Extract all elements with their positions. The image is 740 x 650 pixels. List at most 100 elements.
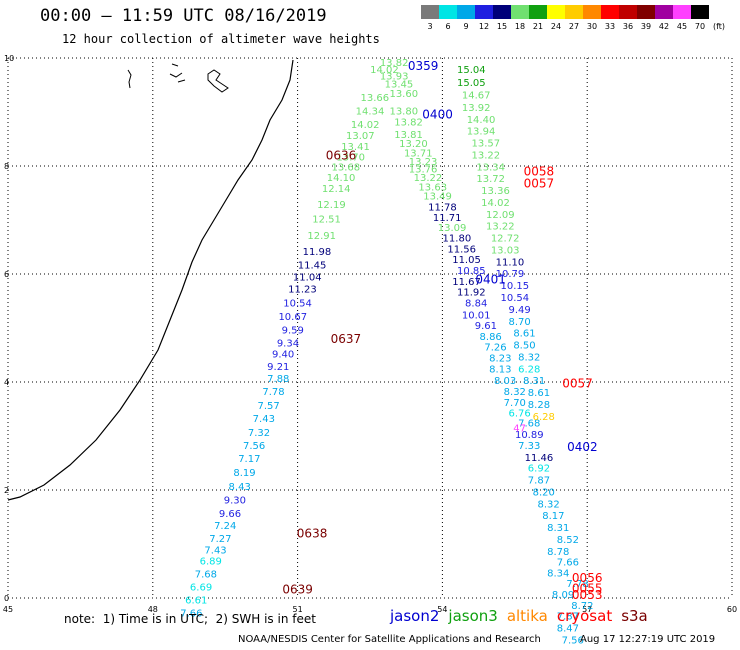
- obs-18: 14.10: [327, 173, 356, 184]
- obs-66: 9.30: [224, 496, 246, 507]
- scale-swatch-30: [583, 5, 601, 19]
- obs-35: 11.56: [447, 244, 476, 255]
- obs-81: 8.32: [537, 499, 559, 510]
- obs-105: 13.72: [476, 174, 505, 185]
- obs-34: 11.23: [288, 284, 317, 295]
- obs-26: 12.91: [307, 231, 336, 242]
- scale-label-36: 36: [622, 22, 634, 31]
- scale-label-9: 9: [463, 22, 469, 31]
- obs-73: 11.46: [525, 453, 554, 464]
- scale-label-24: 24: [550, 22, 562, 31]
- obs-61: 8.32: [504, 387, 526, 398]
- obs-111: 13.03: [491, 245, 520, 256]
- pass-s3a-4: 0636: [326, 149, 357, 163]
- obs-37: 11.05: [452, 255, 481, 266]
- lon-tick-54: 54: [437, 605, 447, 614]
- obs-16: 13.68: [332, 162, 361, 173]
- timestamp: Aug 17 12:27:19 UTC 2019: [580, 634, 716, 645]
- pass-cryosat-10: 0057: [562, 376, 593, 390]
- obs-52: 7.57: [258, 401, 280, 412]
- obs-59: 8.03: [494, 376, 516, 387]
- obs-33: 11.80: [443, 234, 472, 245]
- obs-93: 7.87: [557, 612, 579, 623]
- island-2: [169, 63, 186, 83]
- obs-57: 8.13: [489, 364, 511, 375]
- obs-42: 9.34: [277, 338, 299, 349]
- obs-50: 7.78: [262, 387, 284, 398]
- pass-cryosat-12: 0055: [572, 582, 603, 596]
- legend-cryosat: cryosat: [556, 607, 613, 625]
- pass-cryosat-13: 0053: [572, 588, 603, 602]
- pass-s3a-6: 0638: [297, 527, 328, 541]
- lon-tick-48: 48: [148, 605, 158, 614]
- obs-74: 7.43: [204, 546, 226, 557]
- obs-55: 8.23: [489, 353, 511, 364]
- obs-107: 14.02: [481, 198, 510, 209]
- obs-118: 8.61: [513, 329, 535, 340]
- obs-32: 11.04: [293, 272, 322, 283]
- obs-46: 9.21: [267, 362, 289, 373]
- obs-60: 7.17: [238, 454, 260, 465]
- obs-53: 7.26: [484, 343, 506, 354]
- scale-label-6: 6: [445, 22, 451, 31]
- obs-124: 8.28: [528, 400, 550, 411]
- obs-123: 8.61: [528, 388, 550, 399]
- scale-label-45: 45: [676, 22, 688, 31]
- obs-22: 12.19: [317, 200, 346, 211]
- obs-82: 6.61: [185, 595, 207, 606]
- lon-tick-45: 45: [3, 605, 13, 614]
- scale-swatch-24: [547, 5, 565, 19]
- lat-tick-6: 6: [4, 270, 9, 279]
- obs-19: 13.76: [409, 164, 438, 175]
- obs-43: 11.92: [457, 288, 486, 299]
- obs-8: 14.02: [351, 120, 380, 131]
- obs-88: 7.66: [557, 558, 579, 569]
- scale-swatch-18: [511, 5, 529, 19]
- obs-75: 6.92: [528, 464, 550, 475]
- obs-120: 8.32: [518, 352, 540, 363]
- obs-125: 6.28: [533, 412, 555, 423]
- scale-swatch-6: [439, 5, 457, 19]
- obs-86: 8.52: [557, 535, 579, 546]
- satellite-legend: jason2 jason3 altika cryosat s3a: [390, 607, 657, 625]
- obs-21: 13.22: [414, 173, 443, 184]
- scale-swatch-15: [493, 5, 511, 19]
- scale-label-21: 21: [532, 22, 544, 31]
- obs-117: 8.70: [508, 317, 530, 328]
- obs-29: 11.71: [433, 213, 462, 224]
- obs-80: 6.69: [190, 582, 212, 593]
- obs-115: 10.54: [500, 293, 529, 304]
- obs-48: 7.88: [267, 374, 289, 385]
- obs-110: 12.72: [491, 234, 520, 245]
- obs-91: 8.09: [552, 590, 574, 601]
- obs-113: 10.79: [496, 269, 525, 280]
- pass-jason2-2: 0401: [475, 273, 506, 287]
- obs-72: 7.27: [209, 534, 231, 545]
- obs-1: 14.02: [370, 65, 399, 76]
- obs-13: 13.20: [399, 139, 428, 150]
- obs-62: 8.19: [233, 468, 255, 479]
- obs-101: 13.94: [467, 127, 496, 138]
- obs-36: 10.54: [283, 298, 312, 309]
- obs-65: 6.76: [508, 409, 530, 420]
- scale-label-15: 15: [496, 22, 508, 31]
- obs-108: 12.09: [486, 210, 515, 221]
- scale-label-27: 27: [568, 22, 580, 31]
- obs-96: 15.04: [457, 65, 486, 76]
- obs-28: 11.98: [303, 247, 332, 258]
- obs-64: 8.43: [229, 482, 251, 493]
- pass-cryosat-11: 0056: [572, 571, 603, 585]
- obs-45: 8.84: [465, 298, 487, 309]
- obs-70: 7.24: [214, 521, 236, 532]
- obs-71: 7.33: [518, 441, 540, 452]
- obs-40: 9.59: [282, 325, 304, 336]
- scale-swatch-27: [565, 5, 583, 19]
- obs-98: 14.67: [462, 91, 491, 102]
- island-3: [207, 69, 229, 93]
- obs-104: 13.34: [476, 162, 505, 173]
- obs-95: 7.56: [562, 635, 584, 646]
- color-scale-bar: [421, 5, 709, 19]
- legend-jason3: jason3: [448, 607, 498, 625]
- pass-time-labels: 0359040004010402063606370638063900580057…: [282, 59, 602, 602]
